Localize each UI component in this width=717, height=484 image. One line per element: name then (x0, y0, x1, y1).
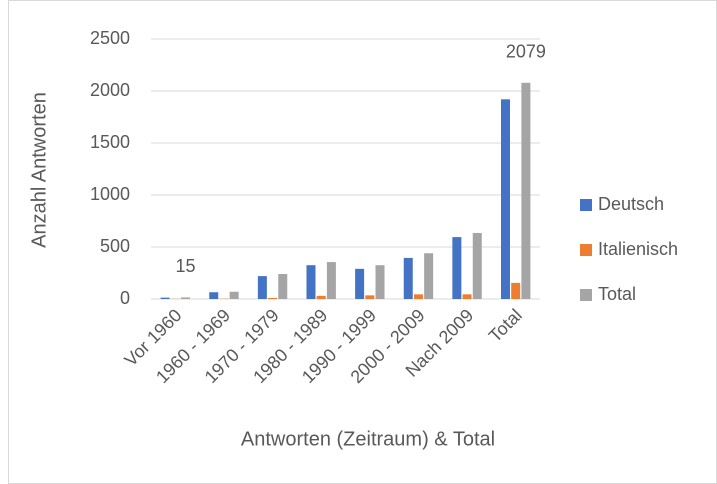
bar (424, 253, 434, 299)
y-tick-label: 1000 (90, 184, 130, 204)
y-tick-label: 2500 (90, 28, 130, 48)
y-tick-label: 1500 (90, 132, 130, 152)
legend-label: Deutsch (598, 194, 664, 214)
bar (229, 291, 239, 299)
y-tick-label: 500 (100, 236, 130, 256)
legend-swatch (580, 244, 592, 256)
y-axis-title: Anzahl Antworten (28, 92, 50, 248)
bar (278, 274, 288, 299)
bar (472, 232, 482, 299)
legend-swatch (580, 199, 592, 211)
bar (160, 297, 170, 299)
bar (452, 237, 462, 299)
bar (326, 262, 336, 299)
legend-label: Total (598, 284, 636, 304)
data-label: 2079 (506, 42, 546, 62)
bar (413, 294, 423, 299)
legend-label: Italienisch (598, 239, 678, 259)
bar (306, 265, 316, 299)
x-axis-title: Antworten (Zeitraum) & Total (241, 428, 495, 450)
bar (403, 257, 413, 299)
bar (316, 295, 326, 299)
bar (375, 265, 385, 299)
bar (257, 276, 267, 299)
bar (500, 99, 510, 299)
y-tick-label: 0 (120, 288, 130, 308)
bar (365, 295, 375, 299)
legend-swatch (580, 289, 592, 301)
bar (462, 294, 472, 299)
bar (181, 297, 191, 299)
bar (209, 292, 219, 299)
chart-frame (8, 0, 717, 484)
bar (268, 297, 278, 299)
data-label: 15 (175, 256, 195, 276)
y-tick-label: 2000 (90, 80, 130, 100)
bar (521, 82, 531, 299)
bar (355, 268, 365, 299)
bar (511, 282, 521, 299)
